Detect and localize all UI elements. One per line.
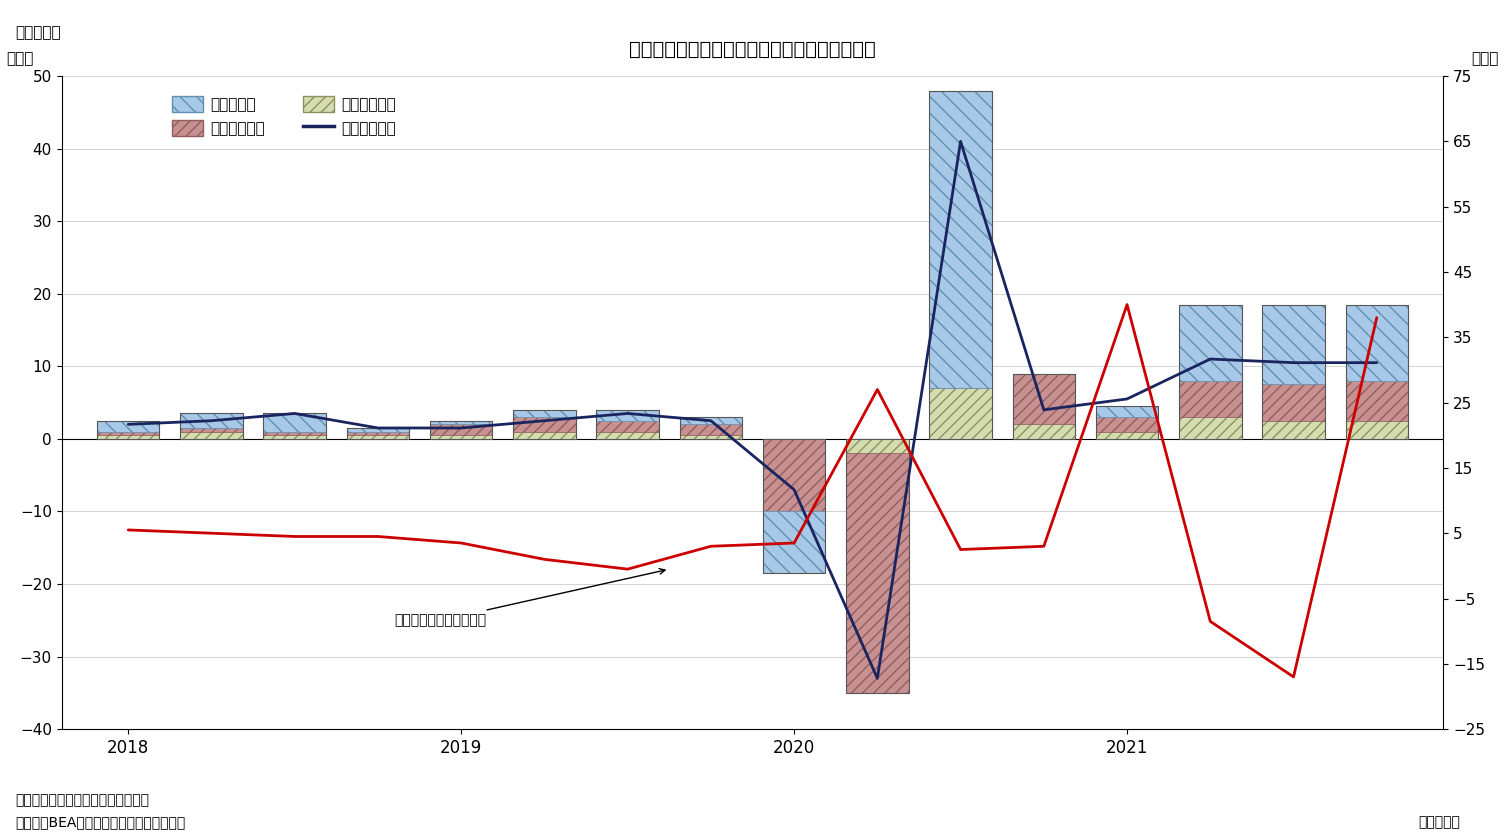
Bar bbox=[680, 425, 742, 435]
Bar bbox=[346, 428, 409, 439]
Text: （注）季節調整済系列の前期比年率: （注）季節調整済系列の前期比年率 bbox=[15, 793, 149, 807]
Bar bbox=[930, 388, 992, 439]
Bar bbox=[1178, 305, 1242, 381]
Bar bbox=[1263, 305, 1324, 439]
Bar bbox=[680, 417, 742, 439]
Bar bbox=[346, 428, 409, 431]
Bar bbox=[263, 435, 327, 439]
Text: （％）: （％） bbox=[1472, 51, 1499, 66]
Bar bbox=[596, 409, 659, 420]
Legend: 耐久財消費, サービス消費, 非耐久消費財, 実質個人消費: 耐久財消費, サービス消費, 非耐久消費財, 実質個人消費 bbox=[166, 90, 402, 142]
Title: 個人消費支出（主要項目別）および可処分所得: 個人消費支出（主要項目別）および可処分所得 bbox=[629, 40, 876, 60]
Bar bbox=[1263, 305, 1324, 384]
Bar bbox=[430, 425, 492, 435]
Bar bbox=[763, 439, 825, 512]
Bar bbox=[513, 417, 575, 431]
Bar bbox=[430, 435, 492, 439]
Text: （資料）BEAよりニッセイ基礎研究所作成: （資料）BEAよりニッセイ基礎研究所作成 bbox=[15, 816, 185, 830]
Bar bbox=[346, 431, 409, 435]
Bar bbox=[1096, 406, 1159, 439]
Bar bbox=[513, 409, 575, 417]
Bar bbox=[1096, 431, 1159, 439]
Bar bbox=[513, 431, 575, 439]
Bar bbox=[1345, 420, 1409, 439]
Bar bbox=[263, 414, 327, 439]
Bar bbox=[1345, 305, 1409, 439]
Bar bbox=[263, 414, 327, 431]
Bar bbox=[1178, 417, 1242, 439]
Text: （％）: （％） bbox=[6, 51, 33, 66]
Bar bbox=[846, 453, 909, 693]
Bar bbox=[1345, 381, 1409, 420]
Bar bbox=[1013, 373, 1075, 425]
Bar bbox=[1096, 417, 1159, 431]
Bar bbox=[430, 420, 492, 439]
Bar bbox=[1263, 420, 1324, 439]
Bar bbox=[596, 420, 659, 431]
Bar bbox=[346, 435, 409, 439]
Text: （図表１）: （図表１） bbox=[15, 25, 60, 40]
Bar bbox=[680, 417, 742, 425]
Bar bbox=[596, 409, 659, 439]
Bar bbox=[1263, 384, 1324, 420]
Bar bbox=[1013, 373, 1075, 439]
Bar bbox=[181, 414, 242, 428]
Bar bbox=[96, 420, 160, 431]
Bar bbox=[430, 420, 492, 425]
Bar bbox=[181, 414, 242, 439]
Bar bbox=[181, 431, 242, 439]
Bar bbox=[96, 435, 160, 439]
Bar bbox=[263, 431, 327, 435]
Bar bbox=[1096, 406, 1159, 417]
Bar bbox=[1178, 305, 1242, 439]
Bar bbox=[96, 431, 160, 435]
Bar bbox=[846, 439, 909, 693]
Text: 実質可処分所得（右軸）: 実質可処分所得（右軸） bbox=[394, 569, 665, 628]
Bar bbox=[930, 91, 992, 388]
Bar bbox=[763, 439, 825, 573]
Text: （四半期）: （四半期） bbox=[1418, 816, 1460, 830]
Bar bbox=[96, 420, 160, 439]
Bar bbox=[596, 431, 659, 439]
Bar bbox=[930, 91, 992, 439]
Bar bbox=[763, 512, 825, 573]
Bar bbox=[181, 428, 242, 431]
Bar bbox=[1178, 381, 1242, 417]
Bar bbox=[846, 439, 909, 453]
Bar bbox=[1013, 425, 1075, 439]
Bar bbox=[1345, 305, 1409, 381]
Bar bbox=[680, 435, 742, 439]
Bar bbox=[513, 409, 575, 439]
